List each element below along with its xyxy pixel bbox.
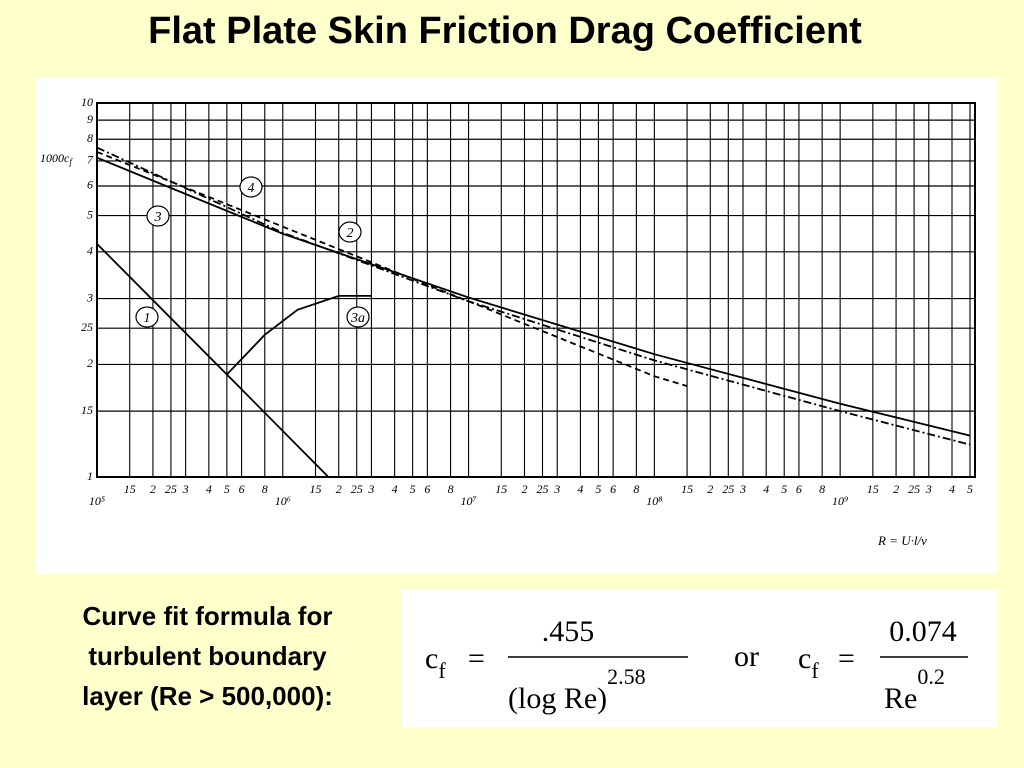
x-tick-label: 3: [182, 482, 189, 496]
formula-denominator: Re0.2: [884, 664, 945, 715]
x-tick-label: 2: [521, 482, 527, 496]
caption: Curve fit formula for turbulent boundary…: [30, 596, 385, 716]
formula: cf = .455 (log Re)2.58 or cf = 0.074 Re0…: [425, 615, 968, 715]
x-tick-label: 4: [577, 482, 583, 496]
x-tick-label: 2: [150, 482, 156, 496]
x-tick-label: 25: [908, 482, 920, 496]
x-tick-label: 10⁵: [89, 494, 105, 508]
curve-label-text: 3: [154, 210, 162, 225]
x-tick-label: 4: [206, 482, 212, 496]
x-tick-label: 5: [410, 482, 416, 496]
curve-label-circle: [146, 205, 170, 227]
curve: [96, 243, 330, 478]
x-tick-label: 3: [367, 482, 374, 496]
curve-label-circle: [135, 306, 159, 328]
curve-label: 4: [239, 176, 263, 198]
x-tick-label: 25: [537, 482, 549, 496]
x-tick-label: 3: [739, 482, 746, 496]
curve: [226, 294, 372, 376]
y-tick-label: 5: [87, 207, 93, 221]
slide-title: Flat Plate Skin Friction Drag Coefficien…: [148, 10, 862, 52]
x-tick-label: 25: [722, 482, 734, 496]
x-tick-label: 25: [165, 482, 177, 496]
x-tick-label: 15: [681, 482, 693, 496]
x-tick-label: 10⁹: [832, 494, 848, 508]
curve-label-text: 4: [248, 181, 255, 196]
x-tick-label: 10⁸: [646, 494, 662, 508]
x-tick-label: 4: [392, 482, 398, 496]
curve-label: 3: [146, 205, 170, 227]
formula-lhs: cf: [425, 642, 446, 683]
y-tick-label: 15: [81, 403, 93, 417]
x-tick-label: 15: [124, 482, 136, 496]
y-tick-label: 6: [87, 178, 93, 192]
y-tick-label: 8: [87, 131, 93, 145]
x-tick-label: 10⁷: [460, 494, 476, 508]
formula-box: [402, 590, 998, 727]
x-tick-label: 25: [351, 482, 363, 496]
curve: [96, 156, 971, 437]
x-tick-label: 5: [224, 482, 230, 496]
caption-line: turbulent boundary: [88, 641, 327, 671]
formula-lhs: cf: [798, 642, 819, 683]
y-axis-label: 1000cf: [40, 151, 73, 167]
x-tick-label: 15: [867, 482, 879, 496]
x-axis-label: R = U·l/ν: [877, 533, 927, 548]
x-tick-label: 5: [781, 482, 787, 496]
x-tick-label: 4: [949, 482, 955, 496]
x-tick-label: 2: [707, 482, 713, 496]
y-tick-label: 7: [87, 153, 94, 167]
y-tick-label: 1: [87, 469, 93, 483]
curve-label-circle: [338, 221, 362, 243]
formula-eq: =: [468, 642, 485, 675]
x-tick-label: 6: [239, 482, 245, 496]
plot-frame: [96, 102, 976, 478]
curve-label: 2: [338, 221, 362, 243]
curve-label-text: 3a: [350, 311, 365, 326]
x-tick-label: 8: [262, 482, 268, 496]
curve-label-text: 1: [144, 311, 151, 326]
y-tick-label: 2: [87, 356, 93, 370]
y-tick-label: 4: [87, 244, 93, 258]
x-tick-label: 15: [495, 482, 507, 496]
x-tick-label: 2: [336, 482, 342, 496]
y-tick-label: 9: [87, 112, 93, 126]
formula-numerator: .455: [542, 615, 595, 648]
formula-numerator: 0.074: [889, 615, 957, 648]
formula-eq: =: [838, 642, 855, 675]
x-tick-label: 6: [424, 482, 430, 496]
y-tick-label: 3: [86, 290, 93, 304]
y-tick-label: 25: [81, 320, 93, 334]
x-tick-label: 3: [553, 482, 560, 496]
curve-label: 3a: [346, 306, 370, 328]
x-tick-label: 3: [925, 482, 932, 496]
curve-label: 1: [135, 306, 159, 328]
x-tick-label: 5: [595, 482, 601, 496]
curve-label-circle: [346, 306, 370, 328]
formula-or: or: [734, 640, 759, 673]
x-tick-label: 2: [893, 482, 899, 496]
x-tick-label: 15: [310, 482, 322, 496]
x-tick-label: 6: [796, 482, 802, 496]
x-tick-label: 5: [967, 482, 973, 496]
formula-denominator: (log Re)2.58: [508, 664, 646, 715]
x-tick-label: 10⁶: [275, 494, 291, 508]
caption-line: Curve fit formula for: [82, 601, 333, 631]
curve-label-circle: [239, 176, 263, 198]
y-tick-label: 10: [81, 95, 93, 109]
x-tick-label: 8: [819, 482, 825, 496]
x-tick-label: 8: [448, 482, 454, 496]
curve: [96, 146, 971, 446]
x-tick-label: 8: [633, 482, 639, 496]
caption-line: layer (Re > 500,000):: [82, 681, 333, 711]
curve-label-text: 2: [347, 226, 354, 241]
x-tick-label: 6: [610, 482, 616, 496]
x-tick-label: 4: [763, 482, 769, 496]
